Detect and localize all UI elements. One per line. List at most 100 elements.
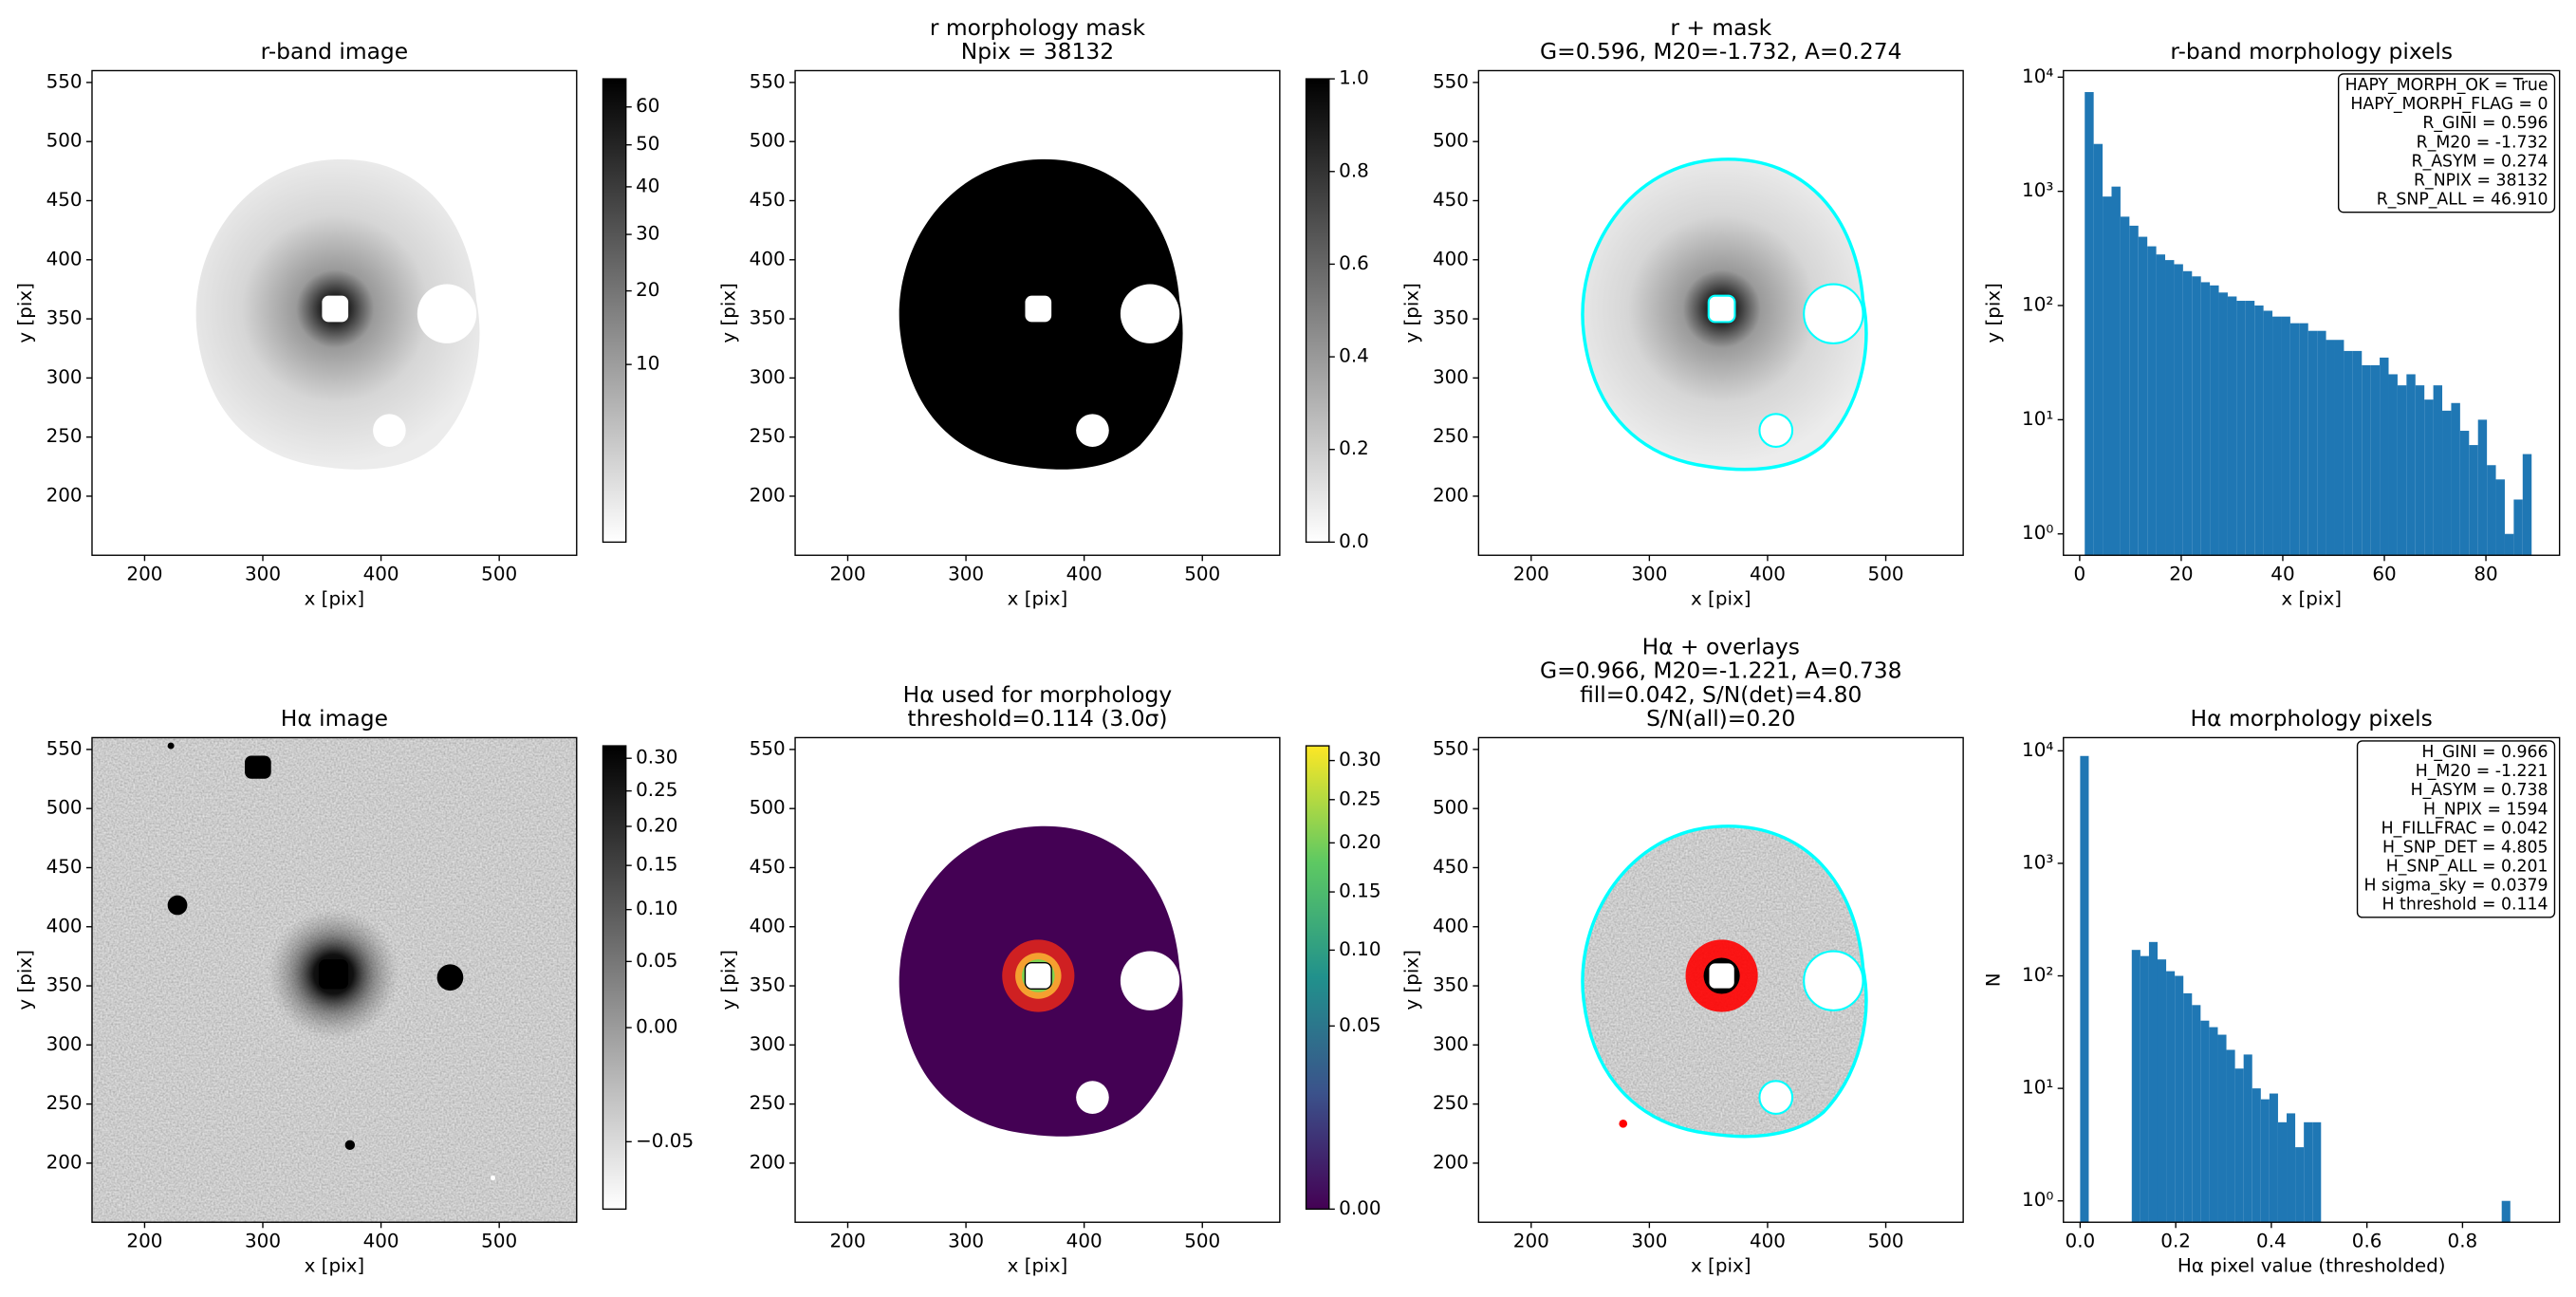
axes-frame bbox=[1477, 69, 1964, 556]
bar bbox=[2451, 402, 2460, 556]
bar bbox=[2326, 340, 2335, 556]
annotation-line: R_GINI = 0.596 bbox=[2422, 114, 2548, 133]
bar bbox=[2289, 323, 2300, 556]
bar bbox=[2334, 340, 2344, 556]
mask-contour bbox=[1803, 283, 1864, 344]
annotation-box bbox=[2337, 73, 2556, 213]
y-tick-label: 250 bbox=[750, 425, 786, 447]
colorbar-tick-label: 10 bbox=[636, 353, 659, 375]
colorbar-tick-label: 60 bbox=[636, 95, 659, 117]
bar bbox=[2166, 971, 2176, 1223]
colorbar-tick-label: 0.4 bbox=[1339, 345, 1369, 367]
bar bbox=[2304, 1121, 2313, 1223]
colorbar-tick-label: 0.2 bbox=[1339, 437, 1369, 459]
bars bbox=[2085, 92, 2532, 556]
axes-frame bbox=[794, 69, 1281, 556]
colorbar-tick-label: 30 bbox=[636, 223, 659, 245]
annotation-box bbox=[2356, 740, 2556, 918]
annotation-line: R_SNP_ALL = 46.910 bbox=[2377, 191, 2548, 210]
x-tick-label: 500 bbox=[1868, 564, 1904, 585]
bar bbox=[2111, 186, 2121, 556]
x-tick-label: 20 bbox=[2169, 564, 2193, 585]
colorbar-tick-label: 40 bbox=[636, 175, 659, 196]
x-tick-label: 200 bbox=[829, 1230, 865, 1251]
chart-title: G=0.966, M20=-1.221, A=0.738 bbox=[1540, 658, 1901, 684]
colorbar-tick-label: 0.05 bbox=[1339, 1014, 1381, 1036]
bar bbox=[2182, 270, 2193, 556]
x-axis-label: x [pix] bbox=[1008, 1254, 1068, 1276]
bar bbox=[2227, 296, 2237, 556]
annotation-line: H_SNP_DET = 4.805 bbox=[2382, 838, 2548, 857]
x-tick-label: 400 bbox=[363, 1230, 399, 1251]
bar bbox=[2093, 143, 2103, 556]
bar bbox=[2469, 445, 2478, 556]
x-tick-label: 60 bbox=[2372, 564, 2396, 585]
x-tick-label: 400 bbox=[363, 564, 399, 585]
x-tick-label: 400 bbox=[1066, 1230, 1103, 1251]
x-axis-label: x [pix] bbox=[1691, 587, 1751, 609]
y-tick-label: 10¹ bbox=[2022, 408, 2053, 430]
chart-title: r-band image bbox=[261, 38, 409, 65]
y-tick-label: 10¹ bbox=[2022, 1077, 2053, 1099]
x-tick-label: 300 bbox=[1631, 564, 1667, 585]
y-tick-label: 450 bbox=[750, 189, 786, 211]
x-axis-label: x [pix] bbox=[1691, 1254, 1751, 1276]
bar bbox=[2269, 1093, 2278, 1223]
x-tick-label: 400 bbox=[1066, 564, 1103, 585]
image-content bbox=[1478, 737, 1964, 1223]
bar bbox=[2236, 301, 2246, 556]
bar bbox=[2245, 301, 2255, 556]
y-tick-label: 10³ bbox=[2022, 179, 2053, 201]
bar bbox=[2148, 941, 2158, 1223]
x-tick-label: 200 bbox=[1513, 564, 1549, 585]
bar bbox=[2218, 292, 2228, 556]
chart-title: Npix = 38132 bbox=[961, 38, 1114, 65]
chart-title: r-band morphology pixels bbox=[2170, 38, 2453, 65]
y-tick-label: 250 bbox=[1433, 1092, 1469, 1114]
bar bbox=[2103, 196, 2112, 556]
y-axis-label: N bbox=[1983, 973, 2005, 987]
bar bbox=[2281, 316, 2290, 556]
x-axis-label: x [pix] bbox=[305, 1254, 365, 1276]
bar bbox=[2147, 246, 2157, 556]
bar bbox=[2277, 1121, 2288, 1223]
colorbar bbox=[602, 78, 627, 544]
bar bbox=[2260, 1099, 2270, 1223]
colorbar-tick-label: 0.00 bbox=[636, 1016, 677, 1038]
x-axis-label: x [pix] bbox=[1008, 587, 1068, 609]
y-tick-label: 10⁴ bbox=[2022, 739, 2053, 761]
x-tick-label: 300 bbox=[1631, 1230, 1667, 1251]
bar bbox=[2263, 310, 2273, 556]
annotation-line: H threshold = 0.114 bbox=[2382, 896, 2548, 915]
bar bbox=[2388, 374, 2398, 556]
annotation-line: HAPY_MORPH_OK = True bbox=[2345, 76, 2548, 95]
bar bbox=[2085, 92, 2094, 556]
bar bbox=[2513, 499, 2523, 556]
y-tick-label: 10² bbox=[2022, 294, 2053, 316]
y-tick-label: 400 bbox=[46, 248, 83, 269]
bar bbox=[2352, 350, 2363, 556]
y-tick-label: 250 bbox=[46, 1092, 83, 1114]
bar bbox=[2175, 975, 2184, 1223]
x-tick-label: 40 bbox=[2270, 564, 2294, 585]
bar bbox=[2504, 533, 2514, 556]
y-axis-label: y [pix] bbox=[14, 283, 36, 343]
x-tick-label: 0.6 bbox=[2352, 1230, 2382, 1251]
colorbar-tick-label: 20 bbox=[636, 279, 659, 301]
image-content bbox=[91, 737, 577, 1223]
bar bbox=[2380, 357, 2389, 556]
y-tick-label: 400 bbox=[46, 915, 83, 936]
y-tick-label: 10⁰ bbox=[2022, 1189, 2053, 1211]
y-tick-label: 300 bbox=[46, 1033, 83, 1055]
colorbar-tick-label: 0.15 bbox=[1339, 880, 1381, 902]
x-tick-label: 0.2 bbox=[2160, 1230, 2191, 1251]
annotation-line: R_ASYM = 0.274 bbox=[2412, 152, 2548, 171]
y-tick-label: 250 bbox=[46, 425, 83, 447]
bar bbox=[2397, 385, 2407, 556]
colorbar-tick-label: 0.10 bbox=[636, 898, 677, 919]
mask-contour bbox=[1803, 950, 1864, 1011]
chart-title: fill=0.042, S/N(det)=4.80 bbox=[1580, 681, 1862, 708]
colorbar-tick-label: 0.0 bbox=[1339, 530, 1369, 552]
y-tick-label: 200 bbox=[1433, 484, 1469, 506]
